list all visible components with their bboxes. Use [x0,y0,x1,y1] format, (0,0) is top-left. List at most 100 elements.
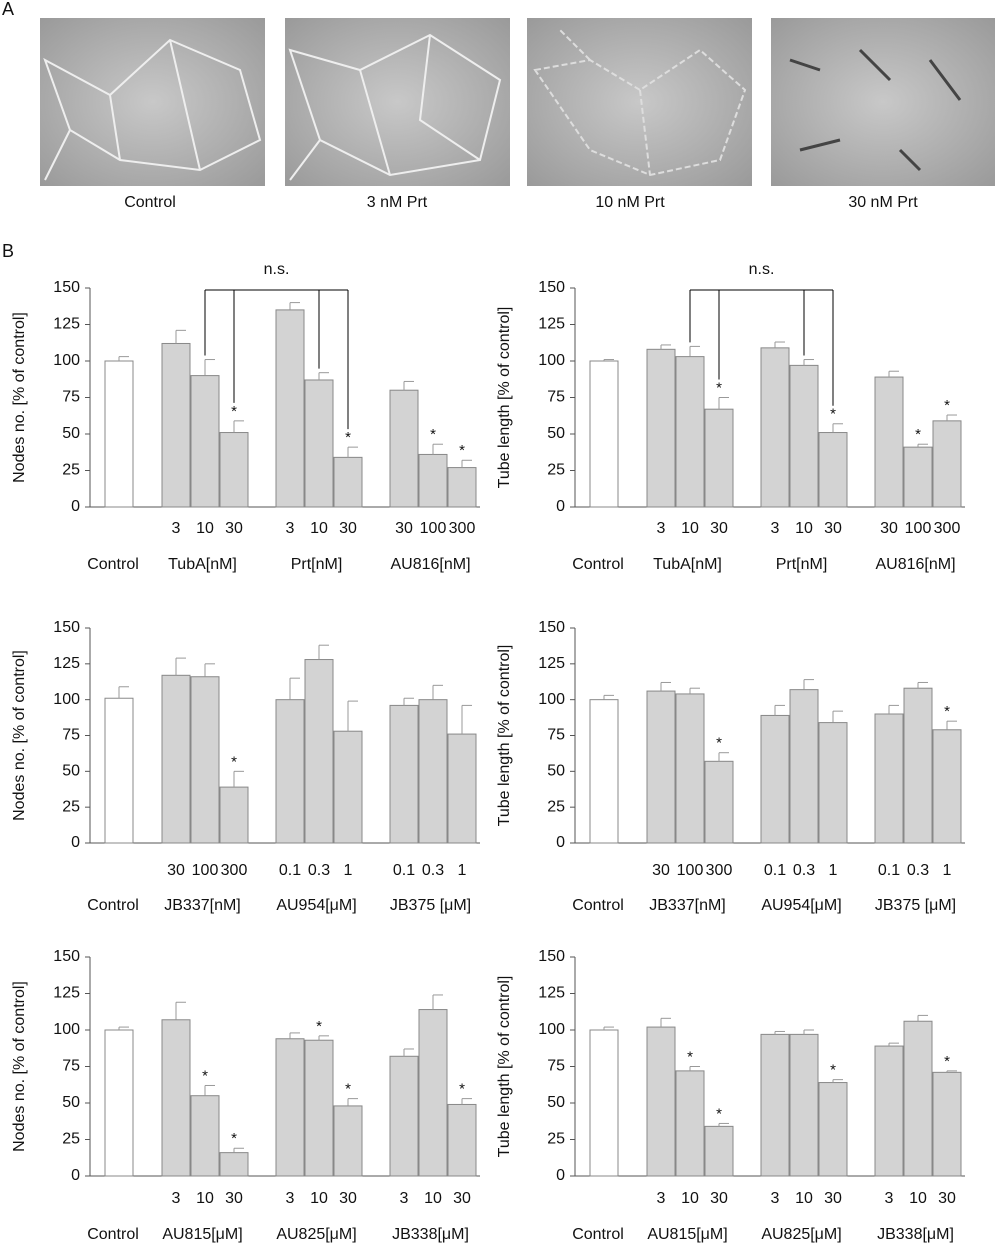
x-tick-label: 3 [400,1190,409,1207]
panel-label: B [2,241,14,261]
x-tick-label: 0.1 [764,862,786,879]
y-axis-label: Nodes no. [% of control] [11,312,28,483]
x-tick-label: 300 [934,520,961,537]
y-axis-label: Tube length [% of control] [496,976,513,1158]
x-tick-label: 10 [196,1190,214,1207]
x-tick-label: 100 [905,520,932,537]
y-tick-label: 25 [547,462,565,479]
y-tick-label: 75 [62,389,80,406]
significance-star: * [944,1053,950,1070]
x-tick-label: 3 [771,520,780,537]
bar [275,1038,305,1177]
bar [190,1095,220,1177]
bar [932,729,962,844]
photo [40,18,995,186]
bar [874,713,904,844]
photo-caption: 30 nM Prt [848,194,918,211]
x-tick-label: 10 [681,520,699,537]
bar [447,467,477,508]
significance-star: * [459,1081,465,1098]
bar [418,453,448,508]
bar [903,1020,933,1177]
x-tick-label: 300 [221,862,248,879]
y-tick-label: 50 [62,1094,80,1111]
y-tick-label: 0 [556,834,565,851]
y-tick-label: 100 [538,1021,565,1038]
annotation: n.s. [264,261,290,278]
x-tick-label: 30 [339,520,357,537]
bar [190,375,220,508]
group-label: Control [87,897,139,914]
y-tick-label: 150 [538,279,565,296]
group-label: AU825[μM] [761,1226,841,1243]
x-tick-label: 0.1 [393,862,415,879]
x-tick-label: 30 [880,520,898,537]
x-tick-label: 30 [710,1190,728,1207]
y-tick-label: 100 [53,1021,80,1038]
bar [447,733,477,844]
y-tick-label: 125 [53,316,80,333]
x-tick-label: 3 [657,1190,666,1207]
significance-star: * [830,1062,836,1079]
y-tick-label: 0 [556,1167,565,1184]
significance-star: * [345,1081,351,1098]
y-tick-label: 125 [53,655,80,672]
y-tick-label: 25 [62,462,80,479]
bar [646,348,676,508]
bar [903,687,933,844]
group-label: Control [572,556,624,573]
x-tick-label: 10 [424,1190,442,1207]
significance-star: * [830,406,836,423]
bar [932,420,962,508]
significance-star: * [316,1018,322,1035]
group-label: Prt[nM] [776,556,828,573]
bar [104,1029,134,1177]
x-tick-label: 30 [225,520,243,537]
significance-star: * [231,753,237,770]
bar [304,1039,334,1177]
group-label: JB337[nM] [649,897,725,914]
x-tick-label: 0.3 [907,862,929,879]
photo-caption: 3 nM Prt [367,194,428,211]
y-tick-label: 50 [62,763,80,780]
bar [589,699,619,844]
y-tick-label: 100 [538,691,565,708]
group-label: AU825[μM] [276,1226,356,1243]
y-axis-label: Tube length [% of control] [496,307,513,489]
significance-star: * [944,703,950,720]
significance-star: * [430,426,436,443]
x-tick-label: 30 [339,1190,357,1207]
significance-star: * [944,397,950,414]
x-tick-label: 10 [795,1190,813,1207]
bar [675,693,705,844]
group-label: JB338[μM] [392,1226,469,1243]
group-label: AU815[μM] [647,1226,727,1243]
group-label: JB375 [μM] [390,897,471,914]
y-tick-label: 125 [538,655,565,672]
y-axis-label: Tube length [% of control] [496,645,513,827]
x-tick-label: 10 [196,520,214,537]
x-tick-label: 100 [192,862,219,879]
bar [389,389,419,508]
bar [275,309,305,508]
bar [646,1026,676,1177]
photo-caption: 10 nM Prt [595,194,665,211]
group-label: Control [572,897,624,914]
group-label: TubA[nM] [168,556,237,573]
bar [161,674,191,844]
y-tick-label: 100 [538,352,565,369]
y-axis-label: Nodes no. [% of control] [11,981,28,1152]
x-tick-label: 30 [652,862,670,879]
group-label: AU816[nM] [390,556,470,573]
bar [675,1070,705,1177]
significance-star: * [231,403,237,420]
bar [789,1033,819,1177]
bar [304,379,334,508]
x-tick-label: 30 [167,862,185,879]
bar [104,360,134,508]
x-tick-label: 30 [395,520,413,537]
group-label: JB338[μM] [877,1226,954,1243]
bar [161,342,191,508]
y-tick-label: 0 [71,1167,80,1184]
x-tick-label: 300 [449,520,476,537]
